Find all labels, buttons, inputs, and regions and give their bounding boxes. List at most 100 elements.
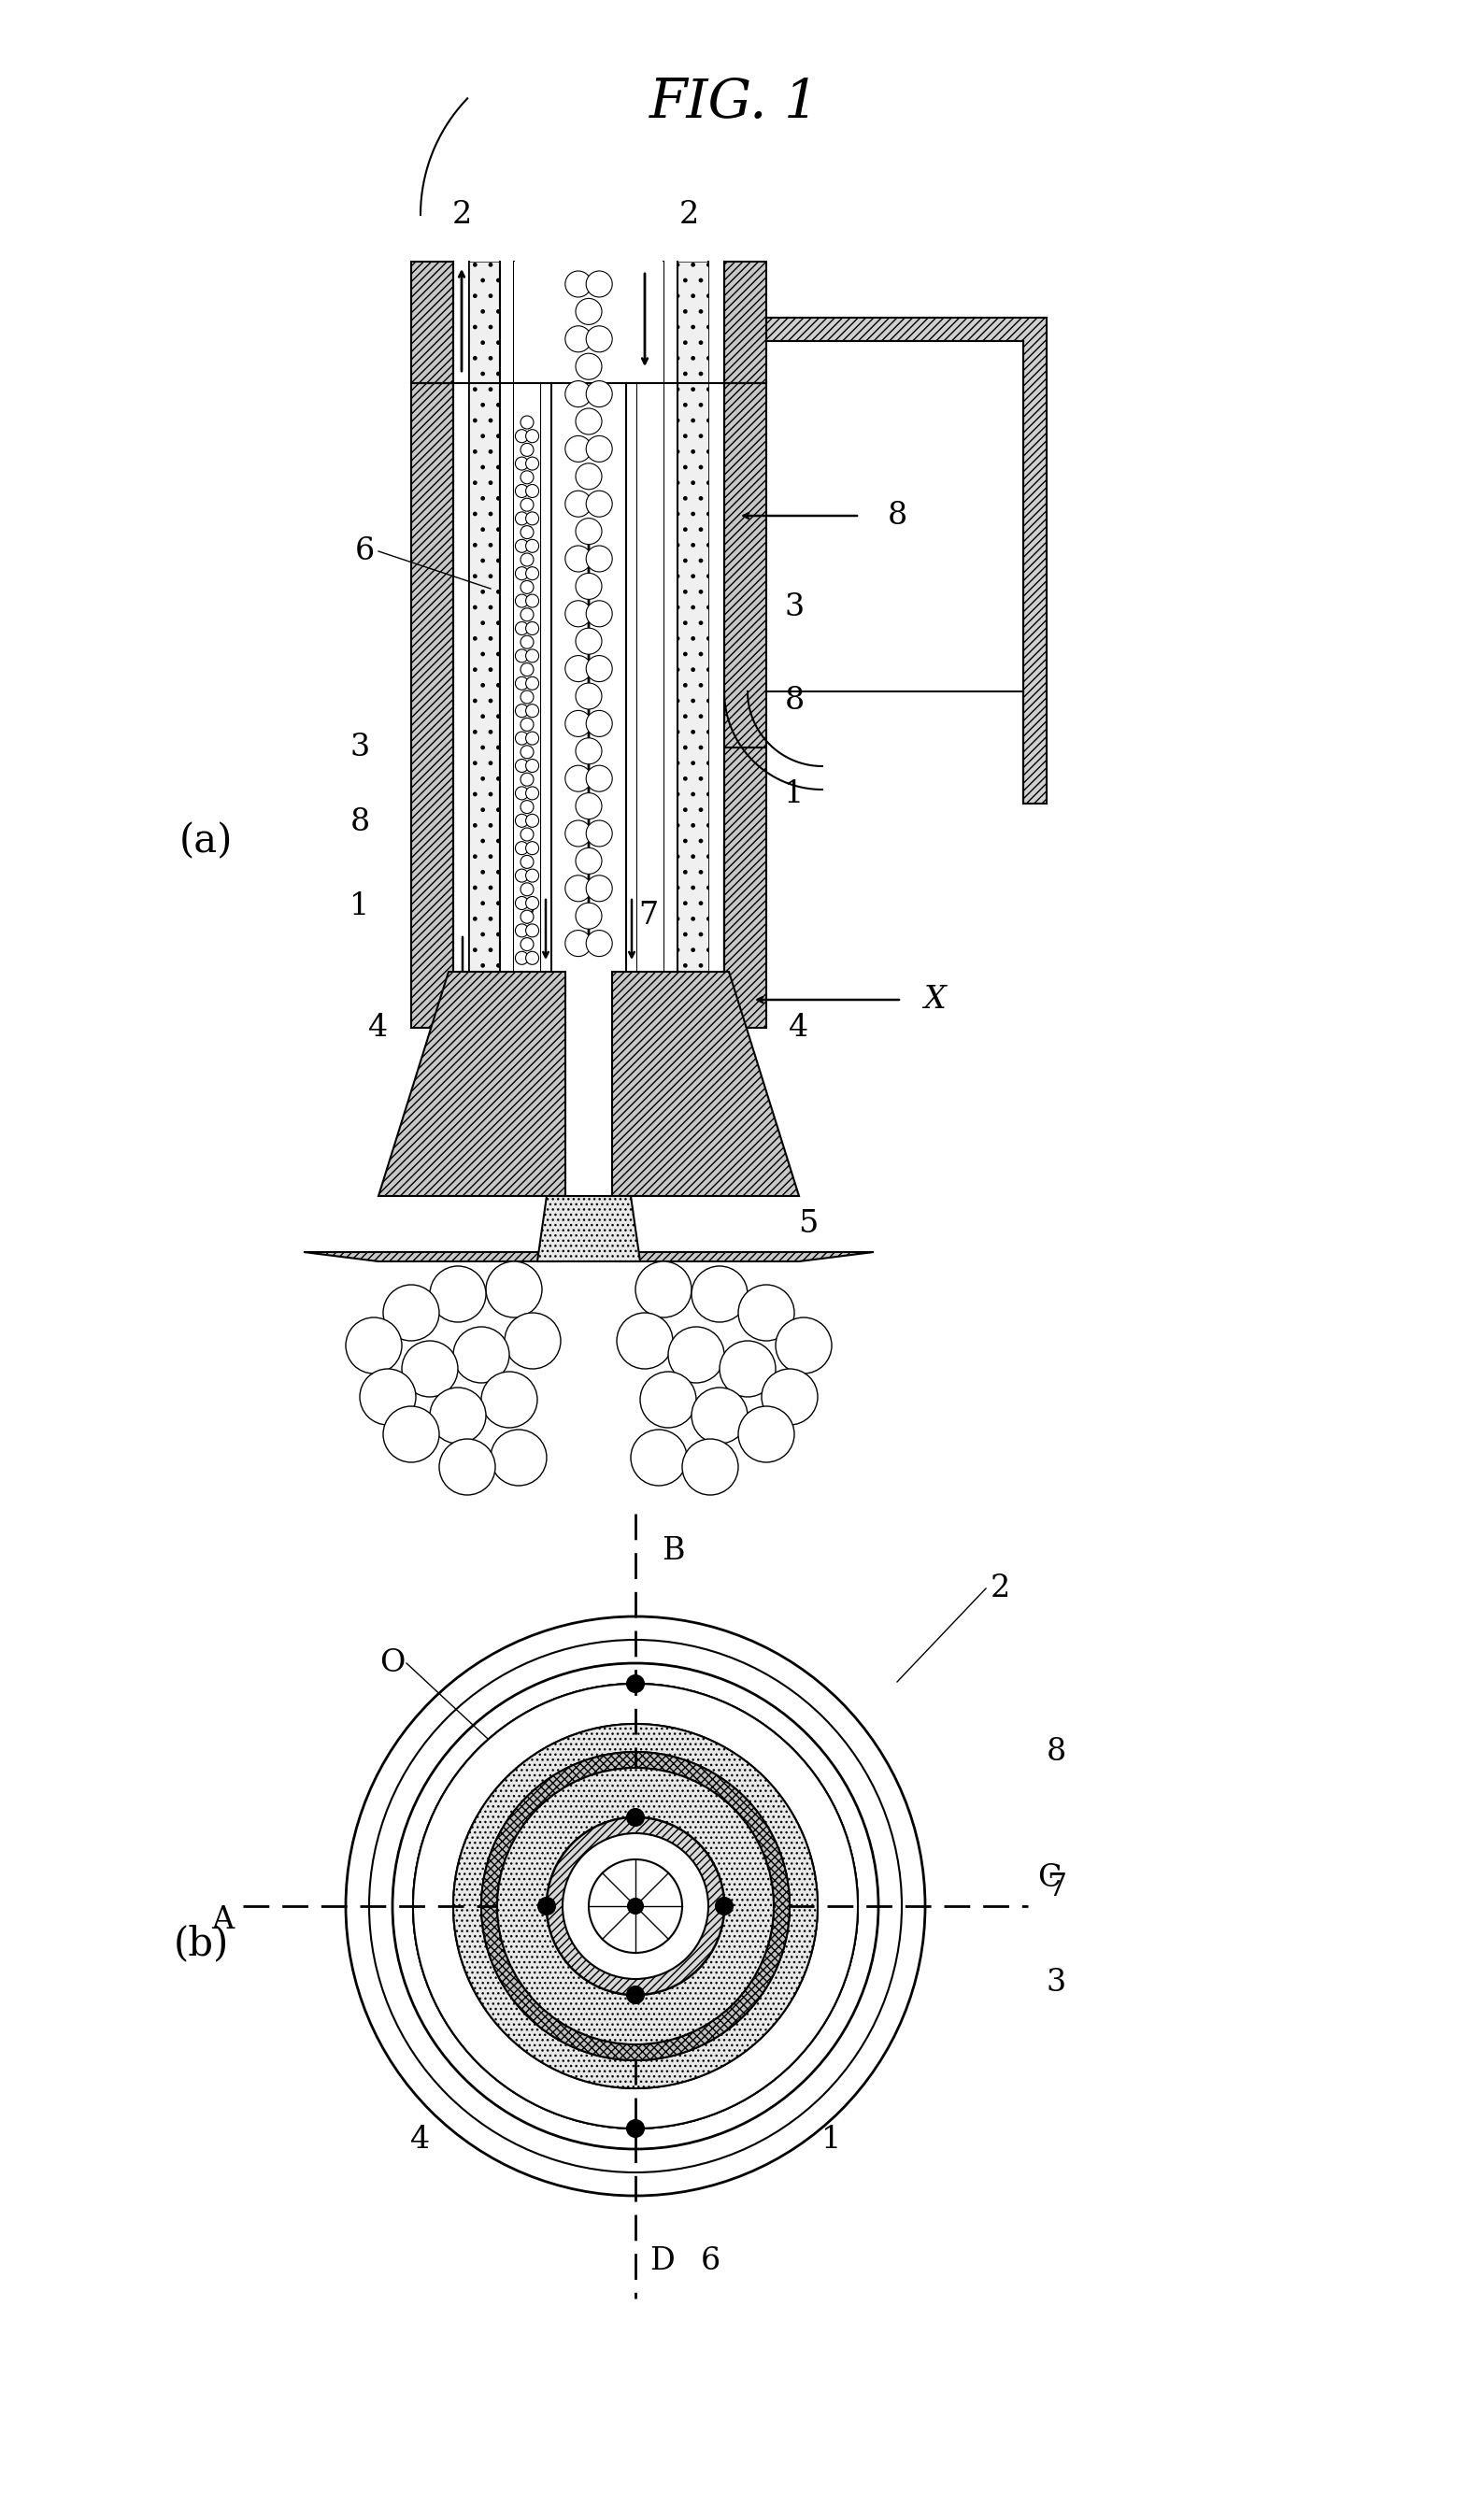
Text: A: A [212, 1905, 234, 1935]
Circle shape [776, 1318, 831, 1373]
Circle shape [520, 635, 533, 648]
Circle shape [520, 416, 533, 428]
Circle shape [576, 902, 602, 930]
Circle shape [526, 814, 539, 827]
Circle shape [516, 786, 529, 799]
Text: 1: 1 [821, 2124, 842, 2155]
Circle shape [516, 759, 529, 771]
Circle shape [482, 1371, 538, 1429]
Circle shape [566, 547, 592, 572]
Circle shape [636, 1263, 692, 1318]
Text: 5: 5 [798, 1210, 818, 1240]
Circle shape [526, 622, 539, 635]
Circle shape [576, 847, 602, 874]
Circle shape [627, 1898, 643, 1913]
Circle shape [516, 650, 529, 663]
Text: B: B [661, 1537, 685, 1565]
Text: O: O [379, 1648, 405, 1678]
Circle shape [454, 1328, 510, 1383]
Circle shape [369, 1641, 902, 2172]
Text: 4: 4 [369, 1013, 388, 1043]
Circle shape [668, 1328, 724, 1383]
Circle shape [454, 1724, 818, 2089]
Circle shape [520, 910, 533, 922]
Circle shape [576, 572, 602, 600]
Circle shape [576, 519, 602, 544]
Circle shape [383, 1406, 439, 1462]
Circle shape [576, 738, 602, 764]
Circle shape [586, 436, 613, 461]
Circle shape [526, 678, 539, 690]
Circle shape [345, 1318, 403, 1373]
Circle shape [520, 580, 533, 595]
Circle shape [566, 874, 592, 902]
Circle shape [520, 854, 533, 869]
Circle shape [413, 1683, 858, 2129]
Circle shape [403, 1341, 458, 1396]
Circle shape [516, 512, 529, 524]
Circle shape [640, 1371, 696, 1429]
Bar [677, 383, 708, 973]
Circle shape [627, 2119, 643, 2137]
Circle shape [586, 655, 613, 683]
Circle shape [566, 711, 592, 736]
Circle shape [520, 444, 533, 456]
Circle shape [526, 953, 539, 965]
Circle shape [482, 1751, 790, 2061]
Circle shape [586, 491, 613, 517]
Bar [411, 262, 454, 383]
Bar [724, 748, 767, 1028]
Circle shape [566, 766, 592, 791]
Circle shape [739, 1406, 795, 1462]
Circle shape [516, 897, 529, 910]
Circle shape [627, 1986, 643, 2003]
Circle shape [627, 1809, 643, 1827]
Circle shape [576, 683, 602, 708]
Circle shape [516, 622, 529, 635]
Text: 8: 8 [887, 501, 906, 532]
Circle shape [682, 1439, 739, 1494]
Circle shape [576, 627, 602, 655]
Bar [411, 383, 454, 1028]
Text: 8: 8 [1046, 1736, 1066, 1767]
Text: 3: 3 [1046, 1968, 1066, 1998]
Circle shape [430, 1265, 486, 1323]
Circle shape [516, 869, 529, 882]
Text: (b): (b) [173, 1923, 229, 1963]
Circle shape [520, 774, 533, 786]
Circle shape [482, 1751, 790, 2061]
Circle shape [520, 801, 533, 814]
Circle shape [430, 1389, 486, 1444]
Circle shape [413, 1683, 858, 2129]
Bar [677, 262, 708, 383]
Circle shape [520, 499, 533, 512]
Text: 1: 1 [784, 779, 804, 809]
Circle shape [586, 325, 613, 353]
Circle shape [617, 1313, 673, 1368]
Circle shape [739, 1285, 795, 1341]
Text: 8: 8 [784, 685, 804, 716]
Bar [748, 340, 1024, 690]
Circle shape [692, 1389, 748, 1444]
Text: 4: 4 [789, 1013, 809, 1043]
Text: 3: 3 [784, 592, 804, 622]
Circle shape [383, 1285, 439, 1341]
Circle shape [486, 1263, 542, 1318]
Circle shape [526, 595, 539, 607]
Circle shape [516, 925, 529, 937]
Circle shape [566, 436, 592, 461]
Bar [469, 383, 499, 973]
Circle shape [413, 1683, 858, 2129]
Circle shape [692, 1265, 748, 1323]
Polygon shape [379, 973, 566, 1197]
Circle shape [586, 766, 613, 791]
Circle shape [586, 600, 613, 627]
Circle shape [516, 703, 529, 718]
Text: 7: 7 [519, 900, 539, 930]
Circle shape [546, 1817, 724, 1996]
Circle shape [392, 1663, 878, 2150]
Circle shape [520, 663, 533, 675]
Circle shape [566, 655, 592, 683]
Circle shape [516, 731, 529, 746]
Circle shape [491, 1429, 546, 1487]
